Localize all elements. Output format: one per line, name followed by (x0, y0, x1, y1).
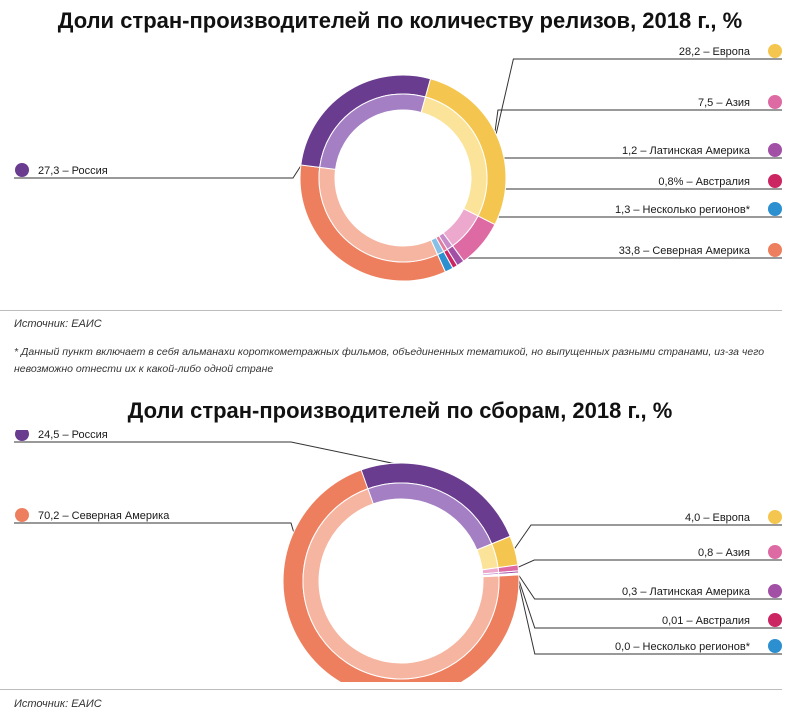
chart2-label-latam: 0,3 – Латинская Америка (622, 586, 751, 598)
chart2-legend-dot-australia (768, 613, 782, 627)
chart1-legend-dot-europe (768, 44, 782, 58)
chart2-legend-dot-russia (15, 430, 29, 441)
chart1-legend-dot-australia (768, 174, 782, 188)
chart1-label-namerica: 33,8 – Северная Америка (619, 245, 751, 257)
chart1-label-australia: 0,8% – Австралия (658, 176, 750, 188)
chart2-leader-latam (516, 571, 782, 600)
chart2-label-russia: 24,5 – Россия (38, 430, 108, 441)
chart1-legend-dot-asia (768, 95, 782, 109)
chart2-legend: 24,5 – Россия 4,0 – Европа 0,8 – Азия 0,3 –… (15, 430, 782, 653)
chart2-slices (282, 462, 520, 682)
chart2-legend-dot-multi (768, 639, 782, 653)
chart1-label-russia: 27,3 – Россия (38, 165, 108, 177)
chart1-leader-europe (494, 58, 782, 138)
chart1-releases-donut: 28,2 – Европа 7,5 – Азия 1,2 – Латинская А… (14, 44, 782, 282)
chart2-label-asia: 0,8 – Азия (698, 547, 750, 559)
footnote: * Данный пункт включает в себя альманахи… (14, 346, 765, 375)
chart2-label-multi: 0,0 – Несколько регионов* (615, 641, 751, 653)
chart2-leader-asia (516, 559, 782, 569)
chart2-slice-namerica-inner (302, 488, 500, 680)
chart1-label-asia: 7,5 – Азия (698, 97, 750, 109)
chart2-legend-dot-latam (768, 584, 782, 598)
divider-line (0, 689, 782, 690)
chart2-label-europe: 4,0 – Европа (685, 512, 751, 524)
chart1-label-europe: 28,2 – Европа (679, 46, 751, 58)
chart2-title: Доли стран-производителей по сборам, 201… (127, 398, 673, 423)
chart1-label-latam: 1,2 – Латинская Америка (622, 145, 751, 157)
chart2-legend-dot-namerica (15, 508, 29, 522)
chart1-legend-dot-multi (768, 202, 782, 216)
chart1-label-multi: 1,3 – Несколько регионов* (615, 204, 751, 216)
chart1-source: Источник: ЕАИС (14, 318, 102, 330)
chart2-label-namerica: 70,2 – Северная Америка (38, 510, 170, 522)
chart2-label-australia: 0,01 – Австралия (662, 615, 750, 627)
chart1-legend-dot-latam (768, 143, 782, 157)
chart2-leader-europe (512, 524, 782, 552)
chart1-legend-dot-namerica (768, 243, 782, 257)
chart1-title: Доли стран-производителей по количеству … (57, 8, 743, 33)
chart1-slices (299, 74, 507, 282)
chart2-source: Источник: ЕАИС (14, 698, 102, 710)
divider-line (0, 310, 782, 311)
chart2-boxoffice-donut: 24,5 – Россия 4,0 – Европа 0,8 – Азия 0,3 –… (14, 430, 782, 682)
chart2-legend-dot-asia (768, 545, 782, 559)
chart1-slice-russia-inner (319, 93, 427, 170)
chart1-legend-dot-russia (15, 163, 29, 177)
chart2-leader-australia (516, 573, 782, 629)
chart2-legend-dot-europe (768, 510, 782, 524)
chart1-legend: 28,2 – Европа 7,5 – Азия 1,2 – Латинская А… (15, 44, 782, 257)
chart1-leader-multi (447, 216, 782, 269)
chart2-leader-multi (516, 574, 782, 655)
